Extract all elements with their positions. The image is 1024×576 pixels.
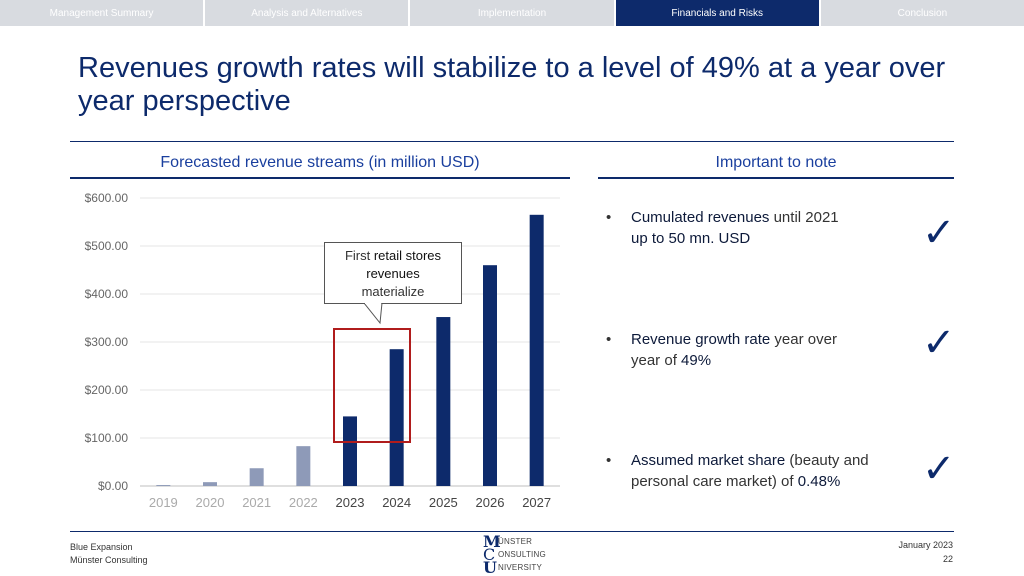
y-tick-label: $200.00 <box>85 383 129 397</box>
retail-stores-highlight-box <box>333 328 411 443</box>
note-3-bold: Assumed market share <box>631 452 786 469</box>
x-tick-label: 2021 <box>242 495 271 510</box>
footer-company: Blue Expansion Münster Consulting <box>70 541 148 567</box>
revenue-bar-chart: $0.00 $100.00 $200.00 $300.00 $400.00 $500.00… <box>85 191 560 510</box>
notes-section-divider <box>598 177 954 179</box>
note-2-bold: Revenue growth rate <box>631 331 771 348</box>
page-title: Revenues growth rates will stabilize to … <box>78 52 946 117</box>
bar-2020 <box>203 482 217 486</box>
x-tick-label: 2019 <box>149 495 178 510</box>
y-tick-label: $600.00 <box>85 191 129 205</box>
note-2-line2-rest: year of <box>631 352 682 369</box>
note-3-line2-rest: personal care market) of <box>631 473 798 490</box>
checkmark-icon: ✓ <box>922 446 956 492</box>
y-tick-label: $100.00 <box>85 431 129 445</box>
callout-suffix: materialize <box>361 284 425 299</box>
bar-2025 <box>436 317 451 486</box>
x-tick-label: 2023 <box>336 495 365 510</box>
nav-tab-conclusion[interactable]: Conclusion <box>820 0 1024 26</box>
footer-project: Blue Expansion <box>70 542 133 552</box>
y-tick-label: $500.00 <box>85 239 129 253</box>
bullet: • <box>606 331 612 348</box>
x-tick-label: 2024 <box>382 495 411 510</box>
retail-stores-callout: First retail stores revenues materialize <box>324 242 462 304</box>
nav-tab-financials-and-risks[interactable]: Financials and Risks <box>615 0 819 26</box>
callout-prefix: First <box>344 248 371 263</box>
section-nav: Management Summary Analysis and Alternati… <box>0 0 1024 26</box>
note-market-share: • Assumed market share (beauty and person… <box>606 450 926 492</box>
bullet: • <box>606 452 612 469</box>
callout-bold: retail stores revenues <box>366 248 442 281</box>
checkmark-icon: ✓ <box>922 320 956 366</box>
footer-firm: Münster Consulting <box>70 555 148 565</box>
bar-2026 <box>483 265 497 486</box>
note-1-bold: Cumulated revenues <box>631 209 770 226</box>
nav-tab-analysis-and-alternatives[interactable]: Analysis and Alternatives <box>205 0 409 26</box>
y-tick-label: $0.00 <box>98 479 128 493</box>
checkmark-icon: ✓ <box>922 210 956 256</box>
bar-2024 <box>389 349 404 486</box>
chart-section-title: Forecasted revenue streams (in million U… <box>160 154 480 171</box>
y-tick-label: $400.00 <box>85 287 129 301</box>
bar-2021 <box>249 468 264 486</box>
x-tick-label: 2026 <box>476 495 505 510</box>
page-number: 22 <box>942 554 953 564</box>
nav-tab-implementation[interactable]: Implementation <box>410 0 614 26</box>
x-tick-label: 2020 <box>196 495 225 510</box>
note-2-line2-bold: 49% <box>681 352 712 369</box>
callout-pointer <box>363 303 383 325</box>
note-3-rest: (beauty and <box>785 452 869 469</box>
x-tick-label: 2025 <box>429 495 458 510</box>
bar-2019 <box>156 485 171 487</box>
note-revenue-growth: • Revenue growth rate year over year of 4… <box>606 329 926 371</box>
x-tick-label: 2027 <box>522 495 551 510</box>
notes-section-title: Important to note <box>715 154 837 171</box>
footer-date: January 2023 <box>898 540 953 550</box>
y-tick-label: $300.00 <box>85 335 129 349</box>
chart-section-divider <box>70 177 570 179</box>
bullet: • <box>606 209 612 226</box>
note-1-rest: until 2021 <box>769 209 839 226</box>
bar-2027 <box>529 214 544 487</box>
note-cumulated-revenues: • Cumulated revenues until 2021 up to 50 … <box>606 207 926 249</box>
footer-meta: January 2023 22 <box>898 538 953 566</box>
x-tick-label: 2022 <box>289 495 318 510</box>
bar-2023 <box>343 416 357 486</box>
note-1-line2-bold: up to 50 mn. USD <box>631 230 751 247</box>
bar-2022 <box>296 446 311 486</box>
title-divider <box>70 141 954 142</box>
university-logo: M ÜNSTER C ONSULTING U NIVERSITY <box>483 532 546 576</box>
note-2-rest: year over <box>770 331 837 348</box>
note-3-line2-bold: 0.48% <box>797 473 841 490</box>
footer-divider <box>70 531 954 532</box>
nav-tab-management-summary[interactable]: Management Summary <box>0 0 204 26</box>
